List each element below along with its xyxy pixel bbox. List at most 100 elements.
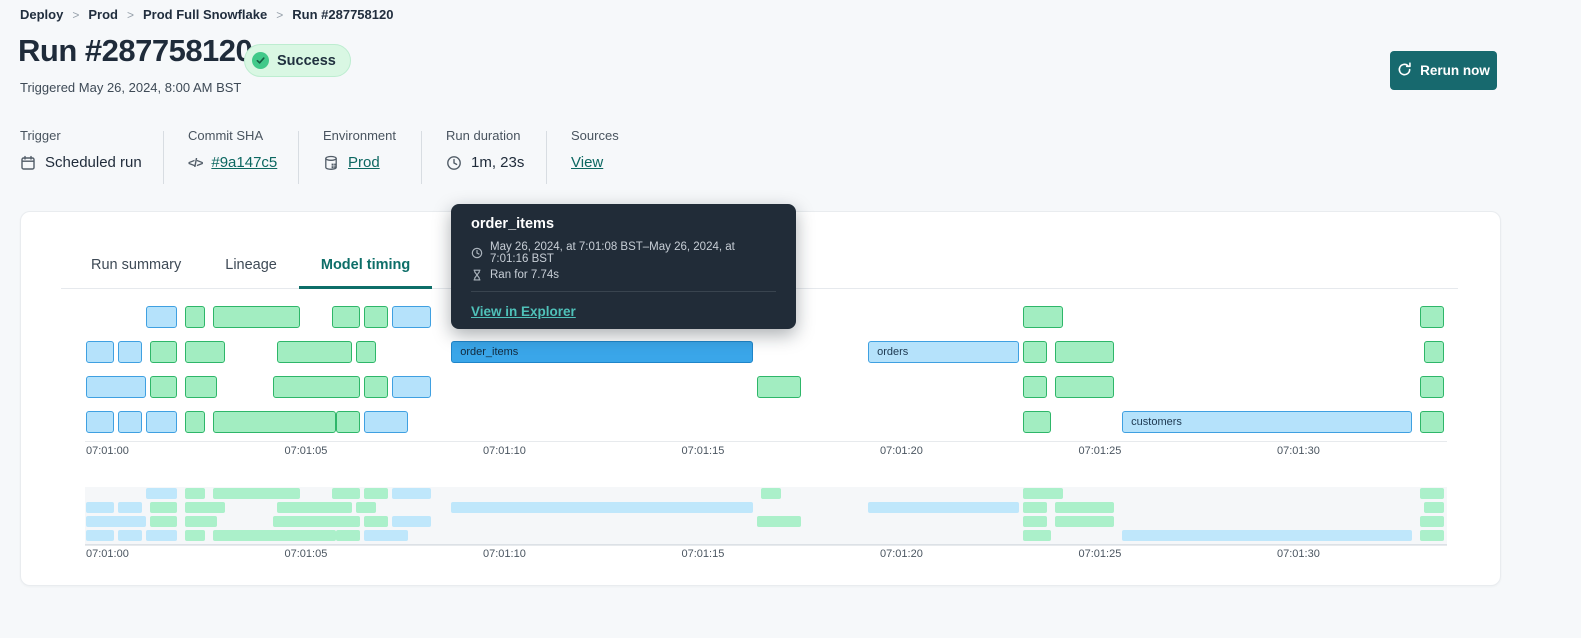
timing-bar[interactable] [145, 306, 178, 328]
timing-bar[interactable] [117, 341, 142, 363]
code-icon: </> [188, 155, 203, 170]
timing-bar[interactable] [363, 376, 388, 398]
status-badge: Success [244, 44, 351, 77]
view-in-explorer-link[interactable]: View in Explorer [471, 304, 576, 319]
timing-bar[interactable] [86, 411, 114, 433]
commit-sha-link[interactable]: #9a147c5 [211, 154, 278, 171]
model-tooltip: order_items May 26, 2024, at 7:01:08 BST… [451, 204, 796, 329]
timing-bar-orders[interactable]: orders [868, 341, 1019, 363]
divider [298, 131, 299, 184]
tab-lineage[interactable]: Lineage [225, 256, 277, 273]
page-title: Run #287758120 [18, 33, 253, 68]
breadcrumb-item-prod-full-snowflake[interactable]: Prod Full Snowflake [143, 7, 268, 22]
run-duration-section: Run duration 1m, 23s [446, 128, 524, 171]
sources-view-link[interactable]: View [571, 154, 604, 171]
time-tick-label: 07:01:00 [86, 445, 129, 457]
timing-bar[interactable] [145, 411, 178, 433]
timing-bar[interactable] [756, 376, 801, 398]
timing-bar[interactable] [86, 341, 114, 363]
tooltip-model-name: order_items [471, 216, 555, 232]
clock-icon [471, 247, 483, 259]
trigger-value: Scheduled run [45, 154, 142, 171]
timing-bar[interactable] [332, 306, 360, 328]
sources-section: Sources View [571, 128, 619, 171]
run-metadata-row: Trigger Scheduled run Commit SHA </> #9a… [0, 128, 1581, 188]
environment-link[interactable]: Prod [348, 154, 380, 171]
database-icon [323, 155, 339, 171]
timing-bar[interactable] [1054, 341, 1115, 363]
timing-bar[interactable] [185, 306, 206, 328]
time-tick-label: 07:01:05 [284, 445, 328, 457]
timing-bar[interactable] [276, 341, 352, 363]
time-tick-label: 07:01:25 [1078, 445, 1122, 457]
tab-run-summary[interactable]: Run summary [91, 256, 182, 273]
status-label: Success [277, 52, 336, 69]
timing-bar-customers[interactable]: customers [1122, 411, 1412, 433]
breadcrumb-item-deploy[interactable]: Deploy [20, 7, 64, 22]
timing-bar[interactable] [1419, 376, 1444, 398]
timing-bar-label: order_items [460, 346, 519, 358]
timing-bar[interactable] [336, 411, 360, 433]
timing-bar[interactable] [1022, 411, 1051, 433]
timing-bar[interactable] [213, 306, 301, 328]
sources-label: Sources [571, 128, 619, 143]
timing-bar[interactable] [117, 411, 142, 433]
run-duration-value: 1m, 23s [471, 154, 525, 171]
timing-bar[interactable] [185, 376, 217, 398]
time-tick-label: 07:01:20 [880, 445, 923, 457]
model-timing-chart: order_items orders customers 07:01:00 07:01:… [21, 212, 1500, 585]
rerun-now-label: Rerun now [1420, 63, 1490, 78]
timing-bar[interactable] [1022, 341, 1047, 363]
timing-bar[interactable] [185, 341, 225, 363]
timing-bar[interactable] [86, 376, 146, 398]
timing-bar[interactable] [363, 411, 408, 433]
environment-section: Environment Prod [323, 128, 396, 171]
divider [546, 131, 547, 184]
timing-bar[interactable] [1022, 306, 1063, 328]
timing-bar[interactable] [391, 376, 432, 398]
trigger-label: Trigger [20, 128, 61, 143]
breadcrumb-item-run-287758120: Run #287758120 [292, 7, 394, 22]
timing-bar[interactable] [213, 411, 337, 433]
tooltip-duration: Ran for 7.74s [490, 269, 560, 281]
trigger-section: Trigger Scheduled run [20, 128, 142, 171]
run-duration-label: Run duration [446, 128, 521, 143]
refresh-icon [1397, 61, 1412, 80]
tooltip-divider [471, 291, 776, 292]
time-tick-label: 07:01:15 [681, 445, 725, 457]
tooltip-time-range: May 26, 2024, at 7:01:08 BST–May 26, 202… [490, 241, 735, 265]
time-axis-line [85, 441, 1447, 442]
clock-icon [446, 155, 462, 171]
timing-bar[interactable] [391, 306, 432, 328]
timing-bar[interactable] [1022, 376, 1047, 398]
breadcrumb-item-prod[interactable]: Prod [88, 7, 118, 22]
timing-bar[interactable] [149, 376, 178, 398]
timing-bar[interactable] [355, 341, 376, 363]
environment-label: Environment [323, 128, 396, 143]
time-tick-label: 07:01:10 [483, 445, 526, 457]
timing-bar[interactable] [185, 411, 206, 433]
commit-sha-label: Commit SHA [188, 128, 264, 143]
calendar-icon [20, 155, 36, 171]
timing-bar[interactable] [149, 341, 178, 363]
timing-bar-label: customers [1131, 416, 1182, 428]
timing-bar[interactable] [1419, 306, 1444, 328]
breadcrumb-separator: > [276, 7, 284, 22]
timing-bar-order_items[interactable]: order_items [451, 341, 753, 363]
timing-bar[interactable] [1423, 341, 1444, 363]
breadcrumb: Deploy > Prod > Prod Full Snowflake > Run #287… [20, 7, 393, 22]
timing-bar[interactable] [363, 306, 388, 328]
tab-model-timing[interactable]: Model timing [298, 243, 433, 289]
breadcrumb-separator: > [72, 7, 80, 22]
timing-bar[interactable] [272, 376, 360, 398]
hourglass-icon [471, 269, 483, 281]
success-check-icon [252, 52, 269, 69]
divider [421, 131, 422, 184]
timing-bar[interactable] [1419, 411, 1444, 433]
rerun-now-button[interactable]: Rerun now [1390, 51, 1497, 90]
timing-bar[interactable] [1054, 376, 1115, 398]
timing-overview-brush[interactable] [85, 487, 1447, 545]
timing-bar-label: orders [877, 346, 909, 358]
breadcrumb-separator: > [126, 7, 134, 22]
